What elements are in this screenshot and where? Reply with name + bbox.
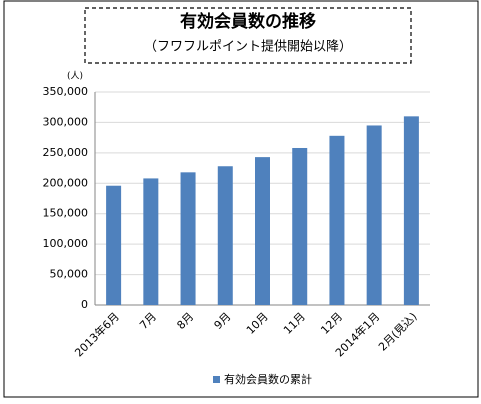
bar <box>403 116 419 305</box>
bar <box>292 147 308 305</box>
y-tick-label: 200,000 <box>43 176 89 189</box>
title-box <box>84 7 412 64</box>
chart-subtitle: （フワフルポイント提供開始以降） <box>144 39 352 55</box>
y-unit: (人) <box>67 71 83 82</box>
x-tick-label: 12月 <box>318 310 345 337</box>
bar <box>106 185 122 305</box>
x-tick-label: 2013年6月 <box>72 309 122 359</box>
y-tick-label: 100,000 <box>43 237 89 250</box>
legend-swatch <box>213 376 220 383</box>
bar <box>366 125 382 305</box>
bar <box>255 157 270 305</box>
x-tick-label: 2月(見込) <box>376 310 420 354</box>
x-tick-label: 7月 <box>137 310 159 332</box>
bar <box>217 166 233 305</box>
x-tick-label: 8月 <box>174 310 196 332</box>
frame <box>3 0 479 398</box>
y-tick-label: 300,000 <box>43 115 89 128</box>
y-tick-label: 0 <box>81 298 88 311</box>
x-tick-label: 10月 <box>244 310 271 337</box>
chart-title: 有効会員数の推移 <box>180 11 316 32</box>
y-tick-label: 350,000 <box>43 85 89 98</box>
bar <box>143 178 159 305</box>
bar <box>180 172 196 305</box>
bar <box>329 135 345 305</box>
legend-label: 有効会員数の累計 <box>224 372 312 386</box>
x-tick-label: 9月 <box>212 310 234 332</box>
y-tick-label: 50,000 <box>50 268 89 281</box>
y-tick-label: 150,000 <box>43 207 89 220</box>
x-tick-label: 11月 <box>281 310 308 337</box>
y-tick-label: 250,000 <box>43 146 89 159</box>
